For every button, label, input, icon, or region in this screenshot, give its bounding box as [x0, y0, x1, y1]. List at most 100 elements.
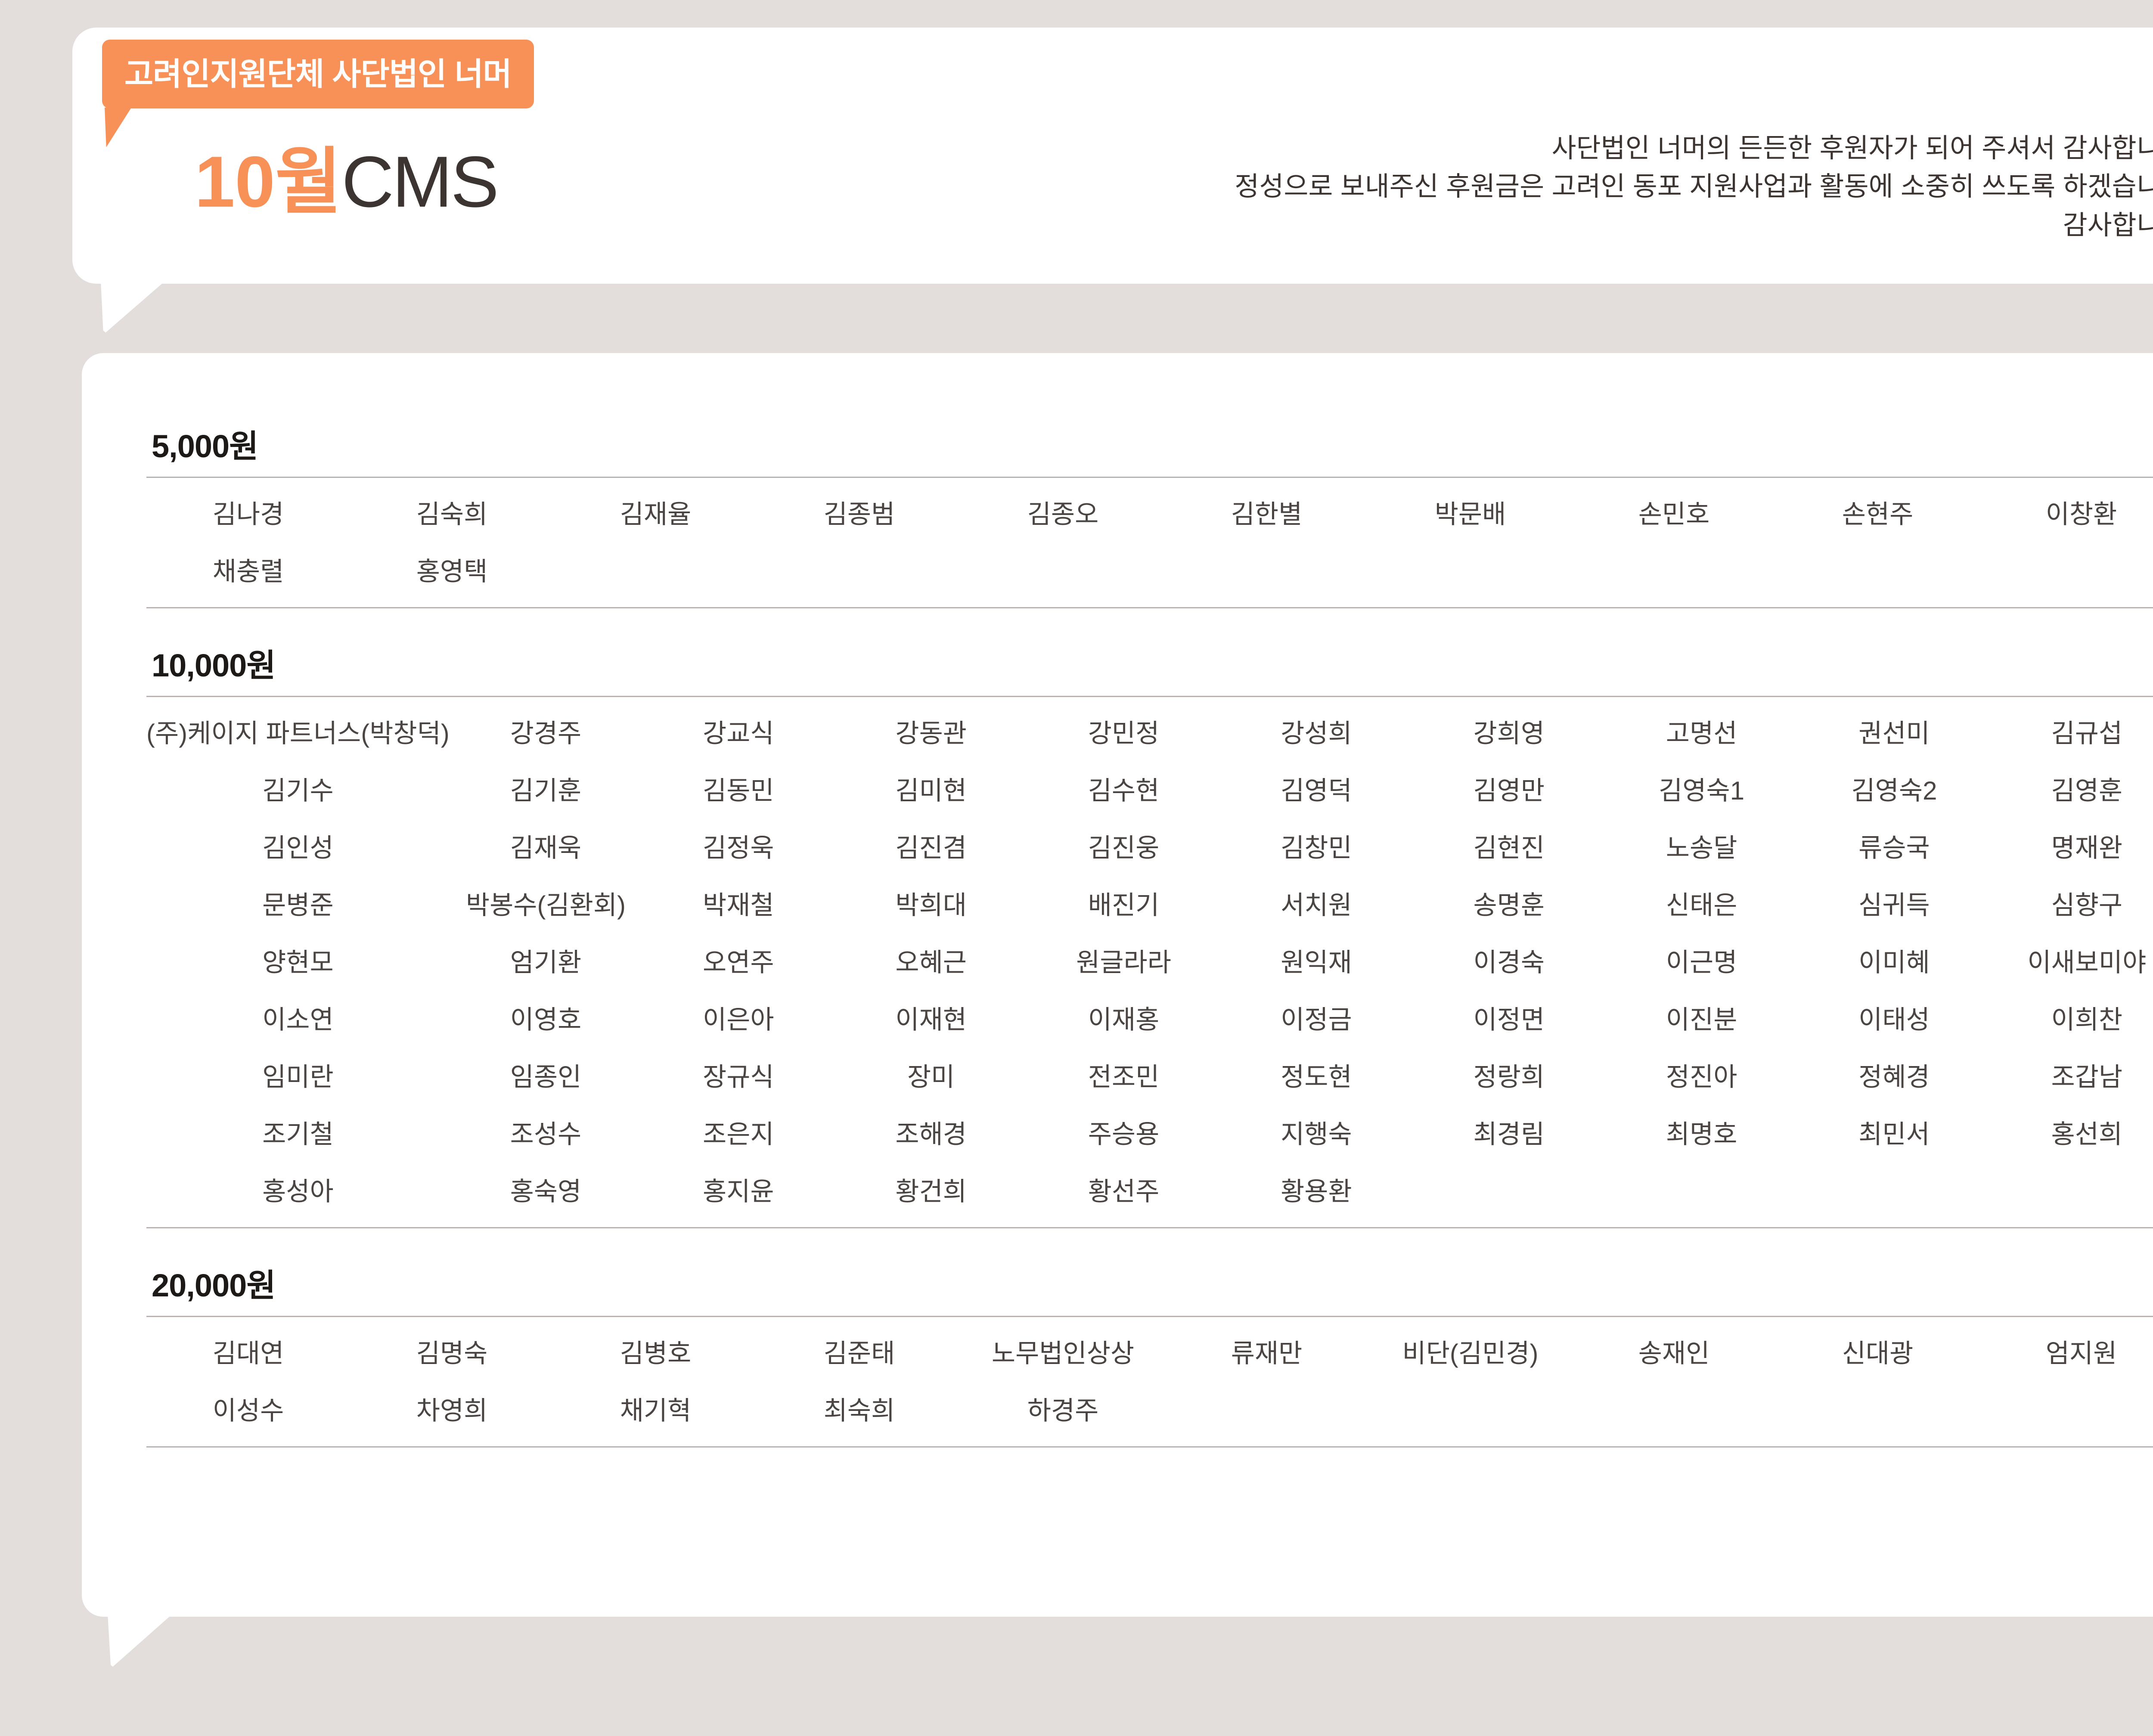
donor-name: 김동민 [703, 776, 774, 805]
donor-name: 홍성아 [262, 1177, 334, 1206]
donor-name-placeholder [1776, 1382, 1979, 1439]
donor-name: 최민서 [1858, 1120, 1930, 1149]
donor-name: 이정금 [1281, 1005, 1352, 1034]
donor-name: 최경림 [1473, 1120, 1545, 1149]
donor-name: 조성수 [510, 1120, 582, 1149]
donor-name: 임종인 [510, 1063, 582, 1091]
donor-name: 김준태 [823, 1339, 895, 1368]
donor-name: 주승용 [1088, 1120, 1160, 1149]
donor-name: (주)케이지 파트너스(박창덕) [146, 719, 450, 748]
donor-name: 김나경 [212, 500, 284, 529]
donor-name: 김한별 [1231, 500, 1303, 529]
donor-name: 박봉수(김환회) [465, 891, 626, 920]
donor-name: 오연주 [703, 948, 774, 977]
donor-name: 장규식 [703, 1063, 774, 1091]
donor-name: 고명선 [1666, 719, 1737, 748]
donor-name: 조해경 [895, 1120, 967, 1149]
donor-name: 황건희 [895, 1177, 967, 1206]
donor-section: 10,000원 (주)케이지 파트너스(박창덕) 강경주 강교식 강동관 강민정 강성희 강희… [146, 650, 2153, 1228]
donor-name: 김명숙 [416, 1339, 488, 1368]
page-title-main: CMS [341, 141, 499, 222]
donor-name: 오혜근 [895, 948, 967, 977]
donor-name: 권선미 [1858, 719, 1930, 748]
donor-name: 강경주 [510, 719, 582, 748]
donor-name: 정혜경 [1858, 1063, 1930, 1091]
donor-name-placeholder [1572, 1382, 1776, 1439]
donor-name: 김영만 [1473, 776, 1545, 805]
donor-name-grid: (주)케이지 파트너스(박창덕) 강경주 강교식 강동관 강민정 강성희 강희영 고명선 권선미… [146, 696, 2153, 1228]
donor-name: 김종오 [1027, 500, 1099, 529]
donor-name: 김미현 [895, 776, 967, 805]
thank-you-note-line-1: 사단법인 너머의 든든한 후원자가 되어 주셔서 감사합니다. [1551, 133, 2153, 163]
donor-name: 심향구 [2051, 891, 2123, 920]
donor-name-placeholder [1165, 1382, 1368, 1439]
donor-section-amount: 10,000원 [152, 648, 276, 683]
donor-name: 최명호 [1666, 1120, 1737, 1149]
donor-name: 신대광 [1842, 1339, 1914, 1368]
donor-name: 김기수 [262, 776, 334, 805]
donor-name: 장미 [907, 1063, 955, 1091]
donor-section: 20,000원 김대연 김명숙 김병호 김준태 노무법인상상 류재만 비단(김민경) 송재인 신대… [146, 1270, 2153, 1448]
donor-name-placeholder [1979, 1382, 2153, 1439]
donor-name: 채기혁 [620, 1396, 692, 1425]
donor-name: 김인성 [262, 834, 334, 862]
donor-name-placeholder [1165, 543, 1368, 600]
donor-name: 비단(김민경) [1402, 1339, 1539, 1368]
donor-name: 정진아 [1666, 1063, 1737, 1091]
donor-name: 정랑희 [1473, 1063, 1545, 1091]
donor-name: 신태은 [1666, 891, 1737, 920]
donor-name: 황선주 [1088, 1177, 1160, 1206]
donor-name: 황용환 [1281, 1177, 1352, 1206]
donor-name-placeholder [1979, 543, 2153, 600]
donor-name-placeholder [554, 543, 757, 600]
page-title-month: 10월 [195, 141, 342, 222]
donor-name: 원글라라 [1076, 948, 1171, 977]
donor-name: 강희영 [1473, 719, 1545, 748]
donor-name: 김규섭 [2051, 719, 2123, 748]
donor-name: 박희대 [895, 891, 967, 920]
donor-section: 5,000원 김나경 김숙희 김재율 김종범 김종오 김한별 박문배 손민호 손현주 이창환 채충렬 홍… [146, 431, 2153, 608]
donor-name: 김영덕 [1281, 776, 1352, 805]
organization-badge-label: 고려인지원단체 사단법인 너머 [124, 56, 512, 92]
donor-name: 노무법인상상 [991, 1339, 1135, 1368]
donor-name: 이소연 [262, 1005, 334, 1034]
donor-section-amount: 5,000원 [152, 428, 258, 464]
donor-section-amount: 20,000원 [152, 1268, 276, 1303]
donor-name: 박문배 [1434, 500, 1506, 529]
donor-name: 홍숙영 [510, 1177, 582, 1206]
donor-name: 최숙희 [823, 1396, 895, 1425]
donor-name: 김창민 [1281, 834, 1352, 862]
donor-name: 김진웅 [1088, 834, 1160, 862]
donor-name: 김현진 [1473, 834, 1545, 862]
donor-name-placeholder [1368, 1382, 1572, 1439]
donor-name: 엄기환 [510, 948, 582, 977]
thank-you-note: 사단법인 너머의 든든한 후원자가 되어 주셔서 감사합니다. 정성으로 보내주… [1235, 129, 2153, 245]
donor-name: 홍영택 [416, 557, 488, 586]
donor-name: 김종범 [823, 500, 895, 529]
donor-name-placeholder [1368, 543, 1572, 600]
donor-name: 배진기 [1088, 891, 1160, 920]
page-title: 10월CMS [195, 146, 499, 218]
donor-name: 하경주 [1027, 1396, 1099, 1425]
thank-you-note-line-2: 정성으로 보내주신 후원금은 고려인 동포 지원사업과 활동에 소중히 쓰도록 … [1235, 172, 2153, 202]
donor-name: 김영숙2 [1851, 776, 1937, 805]
donor-name: 김수현 [1088, 776, 1160, 805]
donor-name: 정도현 [1281, 1063, 1352, 1091]
donor-name: 강민정 [1088, 719, 1160, 748]
donor-name: 류승국 [1858, 834, 1930, 862]
donor-name: 강성희 [1281, 719, 1352, 748]
donor-name: 임미란 [262, 1063, 334, 1091]
donor-sections: 5,000원 김나경 김숙희 김재율 김종범 김종오 김한별 박문배 손민호 손현주 이창환 채충렬 홍… [146, 431, 2153, 1448]
donor-name: 김영훈 [2051, 776, 2123, 805]
donor-name: 김진겸 [895, 834, 967, 862]
donor-name: 명재완 [2051, 834, 2123, 862]
donor-name-placeholder [757, 543, 961, 600]
organization-badge: 고려인지원단체 사단법인 너머 [102, 40, 534, 108]
donor-name: 송재인 [1638, 1339, 1710, 1368]
donor-name: 김숙희 [416, 500, 488, 529]
donor-name: 이희찬 [2051, 1005, 2123, 1034]
donor-name: 서치원 [1281, 891, 1352, 920]
donor-name: 이성수 [212, 1396, 284, 1425]
donor-name: 이정면 [1473, 1005, 1545, 1034]
